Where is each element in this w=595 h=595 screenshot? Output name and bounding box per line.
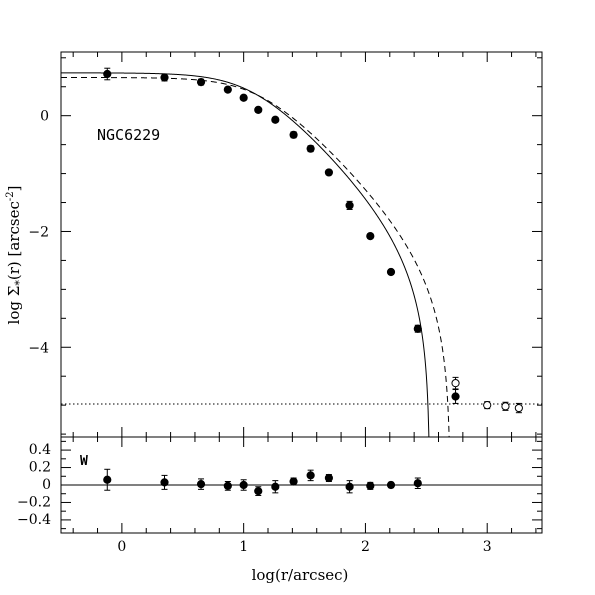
surface-density-panel: 0 −2 −4 bbox=[28, 51, 543, 438]
data-point-filled bbox=[103, 69, 112, 79]
data-point-open bbox=[514, 403, 523, 413]
data-point-filled bbox=[254, 105, 263, 114]
data-point-filled bbox=[239, 93, 248, 102]
y-tick-label: 0.4 bbox=[29, 442, 51, 458]
y-tick-label: −0.4 bbox=[17, 512, 51, 528]
data-point-filled bbox=[366, 232, 375, 241]
residual-point bbox=[103, 475, 112, 484]
data-point-filled bbox=[223, 85, 232, 94]
residual-point bbox=[271, 482, 280, 491]
cluster-name-label: NGC6229 bbox=[97, 126, 160, 144]
data-point-filled bbox=[324, 168, 333, 177]
data-point-open bbox=[501, 402, 510, 411]
model-curve-dashed bbox=[61, 76, 450, 437]
x-tick-label: 1 bbox=[239, 539, 248, 555]
y-tick-label: 0.2 bbox=[29, 460, 51, 476]
data-point-open bbox=[451, 379, 460, 388]
residual-point bbox=[196, 480, 206, 489]
residual-w-label: W bbox=[80, 454, 88, 469]
residual-panel: 0 1 2 30.40.20−0.2−0.4 bbox=[17, 436, 543, 555]
data-point-filled bbox=[306, 144, 315, 153]
residual-point bbox=[239, 480, 248, 490]
residual-point bbox=[254, 487, 263, 496]
residual-point bbox=[324, 473, 333, 483]
residual-point bbox=[223, 481, 232, 490]
top-frame bbox=[60, 51, 543, 438]
data-point-filled bbox=[271, 115, 280, 124]
residual-point bbox=[306, 471, 315, 480]
x-tick-label: 0 bbox=[117, 539, 126, 555]
data-point-filled bbox=[160, 73, 169, 82]
x-tick-label: 2 bbox=[361, 539, 370, 555]
data-point-filled bbox=[196, 78, 206, 87]
y-tick-label: −2 bbox=[28, 224, 49, 240]
data-point-filled bbox=[451, 392, 460, 401]
y-tick-label: −0.2 bbox=[17, 494, 51, 510]
x-tick-label: 3 bbox=[483, 539, 492, 555]
data-point-open bbox=[483, 401, 492, 410]
residual-point bbox=[386, 480, 396, 490]
residual-point bbox=[289, 477, 298, 486]
data-point-filled bbox=[413, 324, 422, 333]
y-tick-label: 0 bbox=[42, 477, 51, 493]
data-point-filled bbox=[345, 201, 354, 210]
y-tick-label: 0 bbox=[40, 109, 49, 125]
data-point-filled bbox=[289, 130, 298, 139]
y-axis-title: log Σ*(r) [arcsec-2] bbox=[5, 186, 26, 325]
data-point-filled bbox=[386, 267, 396, 277]
residual-point bbox=[413, 479, 422, 488]
residual-point bbox=[160, 478, 169, 487]
residual-point bbox=[345, 482, 354, 491]
residual-point bbox=[366, 481, 375, 490]
model-curve-solid bbox=[61, 72, 430, 437]
x-axis-title: log(r/arcsec) bbox=[252, 566, 349, 584]
y-tick-label: −4 bbox=[28, 340, 49, 356]
